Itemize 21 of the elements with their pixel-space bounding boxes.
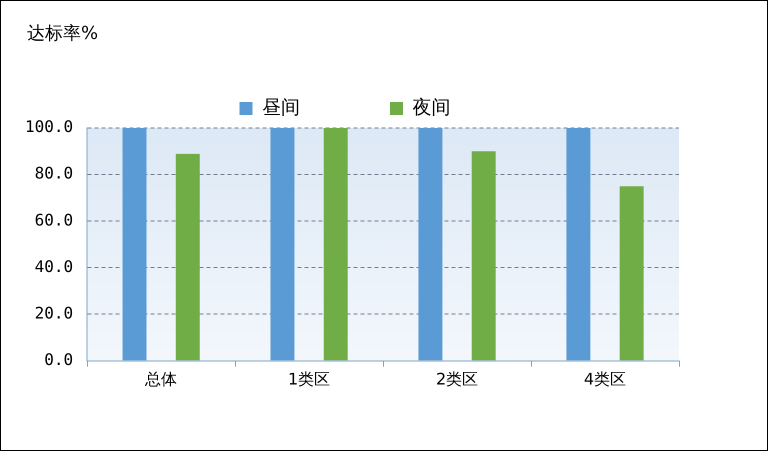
bar [270, 128, 294, 360]
bar [324, 128, 348, 360]
bar [176, 154, 200, 360]
y-tick-label: 0.0 [44, 350, 74, 369]
bar [418, 128, 442, 360]
bar [122, 128, 146, 360]
x-tick-label: 2类区 [436, 370, 478, 389]
bar [566, 128, 590, 360]
y-tick-label: 60.0 [34, 210, 74, 230]
y-axis-title: 达标率% [27, 22, 98, 45]
x-tick-label: 总体 [144, 370, 178, 389]
y-tick-label: 20.0 [34, 303, 74, 322]
y-tick-label: 80.0 [34, 164, 74, 183]
x-tick-label: 4类区 [584, 370, 626, 389]
y-tick-label: 40.0 [34, 256, 74, 276]
bar [620, 186, 644, 360]
legend-label: 昼间 [262, 96, 300, 118]
y-tick-label: 100.0 [24, 117, 74, 136]
bar [472, 151, 496, 360]
legend-label: 夜间 [412, 96, 450, 118]
x-tick-label: 1类区 [288, 370, 330, 389]
